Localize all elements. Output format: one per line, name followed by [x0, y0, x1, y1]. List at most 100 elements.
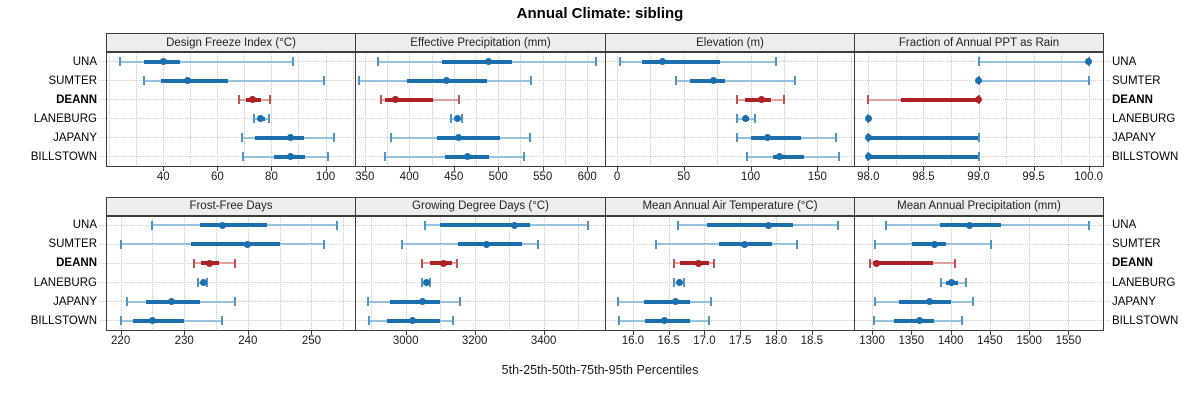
- median-dot: [483, 240, 491, 248]
- gridline: [163, 52, 165, 167]
- axis-tick: [311, 330, 313, 335]
- whisker-cap: [221, 316, 224, 326]
- median-dot: [965, 221, 973, 229]
- axis-tick-label: 220: [111, 335, 131, 347]
- gridline: [120, 215, 122, 331]
- whisker-cap: [197, 278, 200, 288]
- median-dot: [206, 259, 214, 267]
- row-guide: [99, 61, 1110, 63]
- gridline: [650, 52, 652, 167]
- gridline: [683, 52, 685, 167]
- whisker-cap: [125, 297, 128, 307]
- axis-tick-label: 16.5: [657, 335, 680, 347]
- station-label-right-deann: DEANN: [1112, 257, 1153, 270]
- station-label-billstown: BILLSTOWN: [30, 314, 97, 327]
- median-dot: [286, 134, 294, 142]
- gridline: [405, 215, 407, 331]
- whisker-cap: [954, 258, 957, 268]
- station-label-japany: JAPANY: [53, 295, 97, 308]
- axis-tick: [817, 166, 819, 171]
- whisker-cap: [977, 57, 980, 67]
- gridline: [440, 215, 442, 331]
- gridline: [978, 52, 980, 167]
- whisker-cap: [672, 278, 675, 288]
- row-guide: [99, 118, 1110, 120]
- panel-mean-annual-precipitation-mm: [854, 215, 1104, 331]
- axis-tick: [1068, 330, 1070, 335]
- whisker-cap: [377, 57, 380, 67]
- whisker-cap: [242, 152, 245, 162]
- whisker-cap: [618, 316, 621, 326]
- median-dot: [947, 279, 955, 287]
- whisker-cap: [712, 258, 715, 268]
- axis-tick: [542, 166, 544, 171]
- axis-tick: [683, 166, 685, 171]
- gridline: [298, 52, 300, 167]
- whisker-cap: [389, 133, 392, 143]
- row-guide: [99, 137, 1110, 139]
- gridline: [911, 215, 913, 331]
- gridline: [617, 52, 619, 167]
- axis-tick: [405, 330, 407, 335]
- axis-tick: [750, 166, 752, 171]
- station-label-right-una: UNA: [1112, 55, 1137, 68]
- gridline: [704, 215, 706, 331]
- strip-elevation-m: Elevation (m): [605, 33, 855, 52]
- whisker-cap: [774, 57, 777, 67]
- panel-mean-annual-air-temperature-c: [605, 215, 855, 331]
- axis-tick-label: 98.0: [857, 170, 880, 183]
- iqr-bar-25-75: [442, 59, 512, 64]
- axis-tick: [163, 166, 165, 171]
- iqr-bar-25-75: [255, 135, 304, 140]
- median-dot: [864, 153, 872, 161]
- axis-tick-label: 1300: [859, 335, 885, 347]
- axis-tick-label: 450: [444, 170, 464, 183]
- whisker-cap: [587, 220, 590, 230]
- axis-tick-label: 550: [533, 170, 553, 183]
- whisker-cap: [529, 133, 532, 143]
- whisker-cap: [977, 152, 980, 162]
- median-dot: [244, 240, 252, 248]
- station-label-deann: DEANN: [56, 257, 97, 270]
- axis-tick-label: 250: [301, 335, 322, 347]
- iqr-bar-25-75: [706, 223, 794, 228]
- median-dot: [764, 221, 772, 229]
- iqr-bar-25-75: [133, 318, 185, 323]
- whisker-cap: [459, 297, 462, 307]
- whisker-cap: [452, 316, 455, 326]
- panel-effective-precipitation-mm: [355, 52, 606, 167]
- iqr-bar-25-75: [690, 78, 726, 83]
- whisker-cap: [240, 133, 243, 143]
- axis-tick-label: 99.0: [967, 170, 990, 183]
- whisker-5-95: [120, 60, 294, 63]
- whisker-cap: [874, 239, 877, 249]
- whisker-cap: [119, 316, 122, 326]
- whisker-cap: [234, 297, 237, 307]
- whisker-cap: [450, 114, 453, 124]
- median-dot: [925, 298, 933, 306]
- whisker-cap: [736, 95, 739, 105]
- whisker-cap: [327, 152, 330, 162]
- iqr-bar-25-75: [458, 242, 522, 247]
- row-guide: [99, 224, 1110, 226]
- median-dot: [775, 153, 783, 161]
- whisker-cap: [335, 220, 338, 230]
- whisker-cap: [736, 114, 739, 124]
- row-guide: [99, 282, 1110, 284]
- median-dot: [930, 240, 938, 248]
- iqr-bar-25-75: [643, 299, 691, 304]
- median-dot: [1085, 58, 1093, 66]
- whisker-cap: [252, 114, 255, 124]
- axis-tick-label: 98.5: [912, 170, 935, 183]
- whisker-cap: [192, 258, 195, 268]
- chart-title: Annual Climate: sibling: [516, 5, 684, 22]
- whisker-cap: [358, 76, 361, 86]
- median-dot: [249, 96, 257, 104]
- whisker-cap: [151, 220, 154, 230]
- axis-tick: [453, 166, 455, 171]
- iqr-bar-25-75: [436, 135, 500, 140]
- median-dot: [709, 77, 717, 85]
- gridline: [872, 215, 874, 331]
- whisker-cap: [977, 133, 980, 143]
